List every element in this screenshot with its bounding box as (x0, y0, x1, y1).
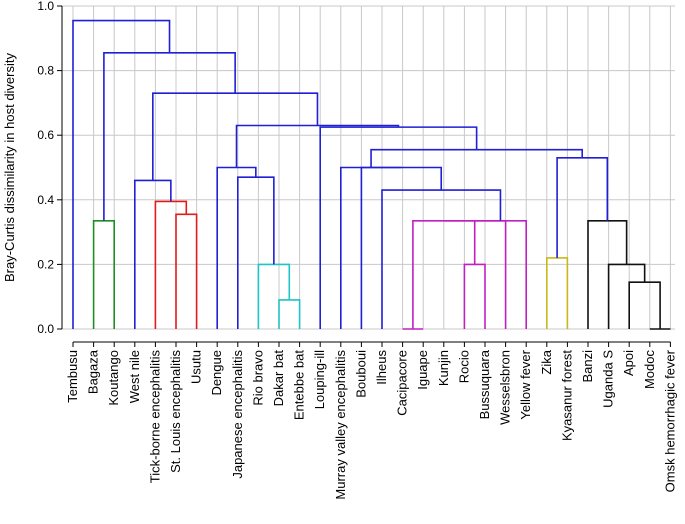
dendrogram-branches (72, 19, 671, 330)
y-tick-label: 1.0 (37, 0, 54, 13)
leaf-label: Omsk hemorrhagic fever (662, 349, 677, 492)
branch-blue (134, 179, 172, 329)
leaf-label: Entebbe bat (292, 350, 307, 421)
branch-black (587, 219, 628, 329)
branch-yellow (546, 257, 569, 329)
y-tick-label: 0.2 (37, 257, 54, 271)
leaf-label: Bussuquara (477, 349, 492, 419)
branch-cyan (257, 263, 291, 329)
branch-red (154, 200, 188, 329)
leaf-label: Tick-borne encephalitis (147, 350, 162, 484)
leaf-label: Yellow fever (518, 349, 533, 419)
branch-magenta (463, 263, 486, 329)
branch-blue (319, 126, 478, 329)
leaf-label: Wesselsbron (498, 350, 513, 425)
leaf-label: Apoi (621, 350, 636, 376)
branch-blue (340, 166, 402, 329)
leaf-label: Louping-ill (312, 350, 327, 409)
branch-blue (235, 124, 400, 168)
leaf-label: Cacipacore (395, 350, 410, 416)
leaf-label: Kyasanur forest (559, 350, 574, 441)
branch-blue (381, 189, 502, 329)
y-tick-label: 0.6 (37, 128, 54, 142)
branch-cyan (278, 299, 301, 329)
leaf-label: Tembusu (65, 350, 80, 403)
leaf-label: Banzi (580, 350, 595, 383)
leaf-label: Modoc (642, 350, 657, 390)
leaf-label: Ilheus (374, 350, 389, 385)
branch-blue (103, 52, 236, 221)
x-axis: Tembusu Bagaza Koutango West nile Tick-borne… (65, 341, 677, 500)
leaf-label: Dengue (209, 350, 224, 396)
branch-red (175, 213, 198, 329)
leaf-label: Zika (539, 349, 554, 374)
branch-blue (216, 166, 257, 329)
leaf-label: West nile (127, 350, 142, 403)
leaf-label: Murray valley encephalitis (333, 350, 348, 500)
branch-green (92, 219, 115, 329)
y-tick-label: 0.8 (37, 64, 54, 78)
branch-blue (360, 166, 443, 329)
y-axis-label: Bray-Curtis dissimilarity in host divers… (2, 53, 17, 282)
leaf-label: Kunjin (436, 350, 451, 386)
branch-magenta (474, 219, 527, 329)
branch-black (607, 263, 646, 329)
branch-blue (72, 19, 171, 329)
y-axis: 0.0 0.2 0.4 0.6 0.8 1.0 (37, 0, 63, 336)
leaf-label: Usutu (189, 350, 204, 384)
leaf-label: Bouboui (353, 350, 368, 398)
leaf-label: Iguape (415, 350, 430, 390)
branch-black (628, 281, 661, 329)
leaf-label: Uganda S (601, 350, 616, 408)
y-tick-label: 0.0 (37, 322, 54, 336)
leaf-label: Bagaza (86, 349, 101, 394)
leaf-label: Koutango (106, 350, 121, 406)
leaf-label: Rocio (456, 350, 471, 383)
leaf-label: Dakar bat (271, 350, 286, 407)
leaf-label: St. Louis encephalitis (168, 350, 183, 473)
branch-blue (556, 157, 609, 258)
leaf-label: Rio bravo (250, 350, 265, 406)
leaf-label: Japanese encephalitis (230, 350, 245, 479)
y-tick-label: 0.4 (37, 193, 54, 207)
